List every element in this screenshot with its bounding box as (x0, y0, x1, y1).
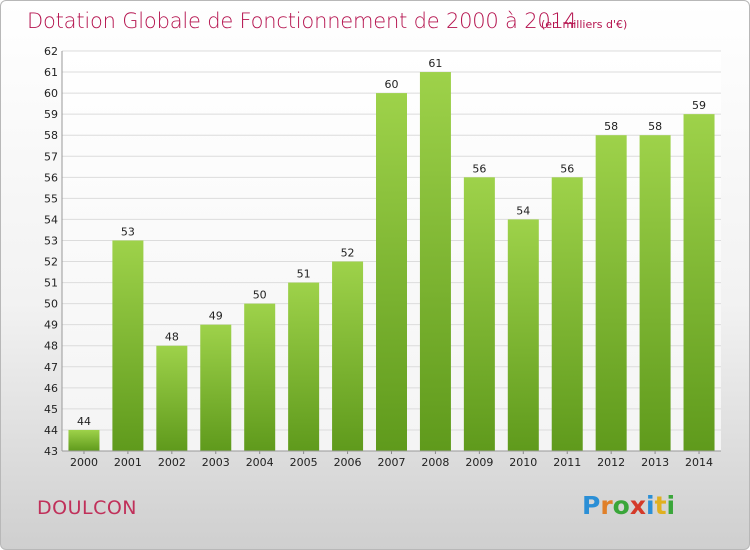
y-tick-label: 58 (44, 129, 58, 142)
logo-letter: t (654, 491, 667, 520)
value-label: 49 (209, 310, 223, 323)
value-label: 48 (165, 331, 179, 344)
y-tick-label: 56 (44, 171, 58, 184)
value-label: 61 (428, 57, 442, 70)
logo-letter: o (612, 491, 630, 520)
logo-letter: r (600, 491, 613, 520)
bar (244, 303, 276, 451)
y-tick-label: 46 (44, 382, 58, 395)
value-labels: 44 53 48 49 50 51 52 60 61 56 54 56 58 58 59 (77, 57, 706, 428)
bar (376, 93, 407, 452)
bar (332, 261, 364, 451)
logo-letter: P (582, 491, 601, 520)
y-tick-label: 47 (44, 361, 58, 374)
x-tick-label: 2012 (597, 456, 625, 469)
x-tick-label: 2014 (685, 456, 713, 469)
bars (68, 72, 715, 452)
commune-name: DOULCON (37, 497, 138, 519)
bar (551, 177, 583, 451)
value-label: 60 (385, 78, 399, 91)
y-tick-label: 43 (44, 445, 58, 458)
logo-letter: x (629, 491, 646, 520)
value-label: 53 (121, 225, 135, 238)
bar (419, 72, 451, 451)
y-tick-label: 61 (44, 66, 58, 79)
bar (639, 135, 671, 452)
x-tick-label: 2013 (641, 456, 669, 469)
y-tick-label: 50 (44, 298, 58, 311)
x-tick-label: 2000 (70, 456, 98, 469)
value-label: 44 (77, 415, 91, 428)
y-tick-label: 51 (44, 277, 58, 290)
x-tick-label: 2002 (158, 456, 186, 469)
proxiti-logo: Proxiti (582, 491, 675, 520)
x-tick-label: 2011 (553, 456, 581, 469)
y-tick-label: 52 (44, 256, 58, 269)
y-tick-label: 57 (44, 150, 58, 163)
y-tick-label: 45 (44, 403, 58, 416)
bar (683, 114, 715, 451)
value-label: 52 (341, 247, 355, 260)
bar (112, 240, 144, 451)
x-tick-label: 2005 (290, 456, 318, 469)
x-tick-label: 2007 (378, 456, 406, 469)
axes: 43 44 45 46 47 48 49 50 51 52 53 54 55 56 57 58 59 60 61 62… (44, 45, 721, 469)
x-tick-label: 2010 (509, 456, 537, 469)
bar (156, 345, 188, 451)
value-label: 59 (692, 99, 706, 112)
x-tick-label: 2004 (246, 456, 274, 469)
x-tick-label: 2001 (114, 456, 142, 469)
logo-letter: i (666, 491, 676, 520)
x-tick-label: 2003 (202, 456, 230, 469)
x-tick-label: 2009 (465, 456, 493, 469)
y-tick-label: 59 (44, 108, 58, 121)
chart-subtitle: (en milliers d'€) (541, 18, 628, 31)
value-label: 56 (472, 162, 486, 175)
y-tick-label: 48 (44, 340, 58, 353)
value-label: 50 (253, 289, 267, 302)
x-tick-label: 2008 (421, 456, 449, 469)
value-label: 58 (648, 120, 662, 133)
value-label: 58 (604, 120, 618, 133)
bar (68, 429, 100, 451)
x-tick-label: 2006 (334, 456, 362, 469)
bar (288, 282, 320, 451)
y-tick-label: 53 (44, 234, 58, 247)
y-tick-label: 49 (44, 319, 58, 332)
y-tick-label: 55 (44, 192, 58, 205)
y-tick-label: 62 (44, 45, 58, 58)
value-label: 56 (560, 162, 574, 175)
y-tick-label: 54 (44, 213, 58, 226)
bar (200, 324, 232, 451)
y-tick-label: 44 (44, 424, 58, 437)
bar (595, 135, 627, 452)
bar (507, 219, 539, 451)
value-label: 54 (516, 204, 530, 217)
bar (463, 177, 495, 451)
logo-letter: i (646, 491, 655, 520)
y-tick-label: 60 (44, 87, 58, 100)
value-label: 51 (297, 268, 311, 281)
chart-title: Dotation Globale de Fonctionnement de 20… (27, 9, 577, 33)
